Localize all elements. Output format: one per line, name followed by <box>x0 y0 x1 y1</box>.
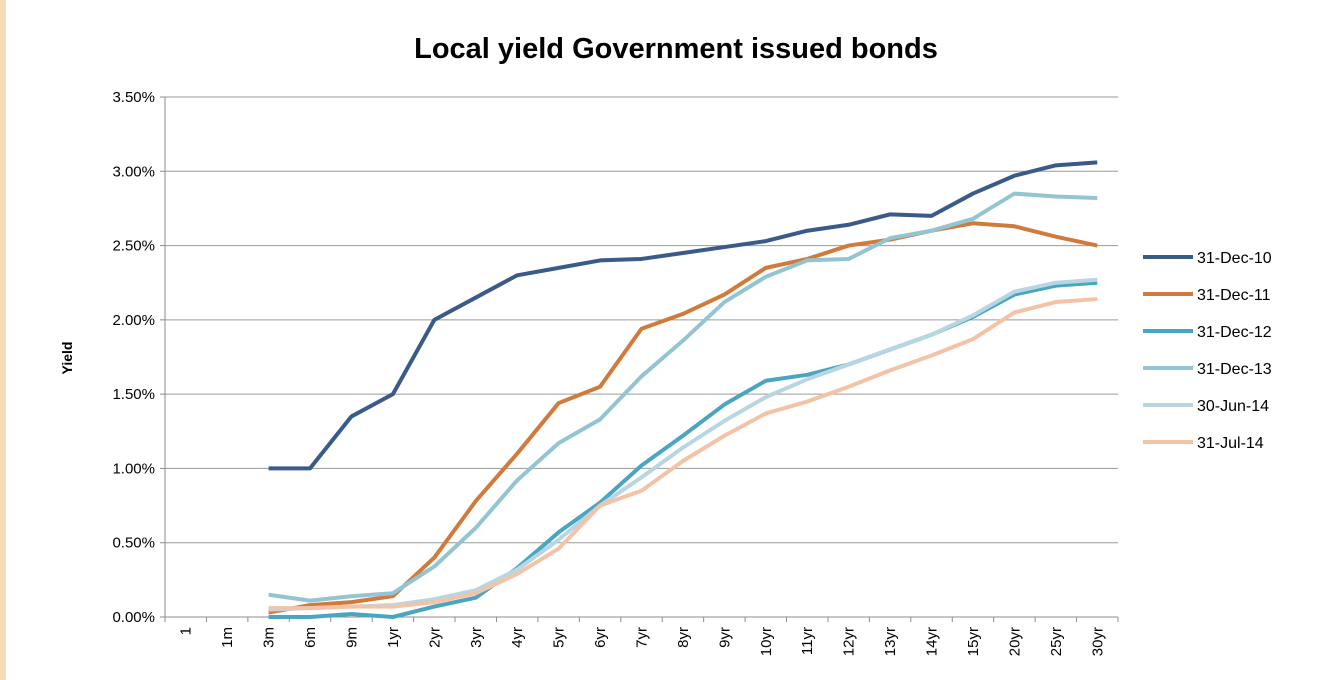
x-tick-label: 1m <box>219 627 236 648</box>
legend-label: 31-Dec-10 <box>1197 250 1272 267</box>
y-axis-ticks: 0.00% 0.50% 1.00% 1.50% 2.00% 2.50% 3.00% 3.50% <box>112 89 155 626</box>
series-lines <box>268 160 1098 619</box>
x-tick-label: 2yr <box>426 627 443 648</box>
y-tick-label: 3.50% <box>112 89 155 106</box>
x-tick-label: 4yr <box>509 627 526 648</box>
chart-title: Local yield Government issued bonds <box>414 33 938 65</box>
gridlines <box>160 96 1118 618</box>
legend-label: 31-Dec-12 <box>1197 324 1272 341</box>
legend: 31-Dec-10 31-Dec-11 31-Dec-12 31-Dec-13 30-J… <box>1143 250 1272 452</box>
y-tick-label: 3.00% <box>112 163 155 180</box>
series-line-31-Dec-13 <box>268 191 1098 603</box>
x-tick-label: 6m <box>302 627 319 648</box>
x-tick-label: 12yr <box>841 627 858 656</box>
series-line-31-Dec-10 <box>268 160 1098 471</box>
y-tick-label: 1.00% <box>112 460 155 477</box>
x-tick-label: 1yr <box>385 627 402 648</box>
series-line-31-Jul-14 <box>268 297 1098 611</box>
legend-label: 31-Dec-13 <box>1197 361 1272 378</box>
line-chart: Local yield Government issued bonds 0.00… <box>59 33 1272 656</box>
legend-label: 31-Jul-14 <box>1197 435 1264 452</box>
y-tick-label: 2.50% <box>112 238 155 255</box>
x-tick-label: 7yr <box>634 627 651 648</box>
y-axis-title: Yield <box>59 342 75 375</box>
x-tick-label: 1 <box>178 627 195 635</box>
y-tick-label: 0.00% <box>112 609 155 626</box>
x-tick-label: 20yr <box>1006 627 1023 656</box>
x-tick-label: 9m <box>343 627 360 648</box>
legend-label: 31-Dec-11 <box>1197 287 1271 304</box>
legend-label: 30-Jun-14 <box>1197 398 1269 415</box>
x-axis-ticks: 1 1m 3m 6m 9m 1yr 2yr 3yr 4yr 5yr 6yr 7yr 8yr 9yr 10yr… <box>164 617 1119 656</box>
x-tick-label: 9yr <box>716 627 733 648</box>
y-tick-label: 2.00% <box>112 312 155 329</box>
x-tick-label: 15yr <box>965 627 982 656</box>
x-tick-label: 8yr <box>675 627 692 648</box>
x-tick-label: 14yr <box>924 627 941 656</box>
x-tick-label: 3yr <box>468 627 485 648</box>
x-tick-label: 3m <box>261 627 278 648</box>
x-tick-label: 11yr <box>799 627 816 655</box>
series-line-30-Jun-14 <box>268 277 1098 612</box>
x-tick-label: 30yr <box>1089 627 1106 656</box>
series-line-31-Dec-11 <box>268 221 1098 615</box>
x-tick-label: 5yr <box>551 627 568 648</box>
x-tick-label: 25yr <box>1048 627 1065 656</box>
x-tick-label: 6yr <box>592 627 609 648</box>
y-tick-label: 1.50% <box>112 386 155 403</box>
y-tick-label: 0.50% <box>112 535 155 552</box>
x-tick-label: 10yr <box>758 627 775 656</box>
x-tick-label: 13yr <box>882 627 899 656</box>
